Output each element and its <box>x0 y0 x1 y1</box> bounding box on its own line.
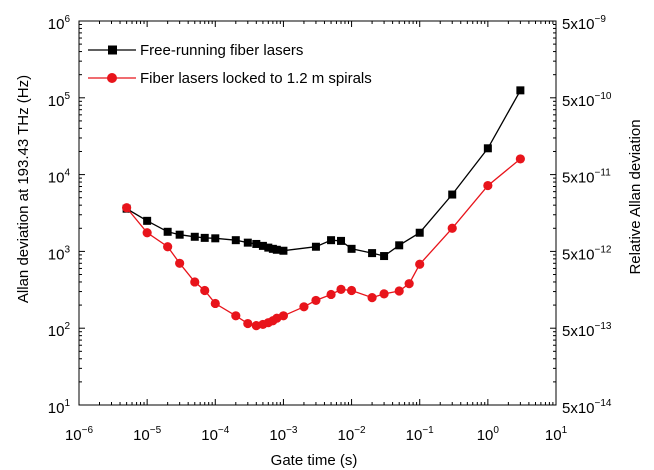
series-1-point <box>264 243 273 252</box>
series-2-point <box>447 223 457 233</box>
series-1-point <box>258 241 267 250</box>
series-2-point <box>190 277 200 287</box>
legend-label-2: Fiber lasers locked to 1.2 m spirals <box>140 70 372 87</box>
series-2-point <box>278 311 289 321</box>
series-1-point <box>347 244 356 253</box>
y-tick-label-right: 5x10−9 <box>562 14 606 33</box>
y-tick-label-left: 104 <box>48 168 71 187</box>
series-2-point <box>311 295 321 306</box>
series-1-point <box>483 144 492 153</box>
series-1-point <box>163 227 172 236</box>
x-tick-label: 10−6 <box>65 425 94 444</box>
series-1-point <box>272 245 281 254</box>
series-2-point <box>142 228 152 238</box>
series-1-point <box>231 236 240 245</box>
series-2-point <box>379 289 389 299</box>
series-1-point <box>200 233 209 242</box>
series-1-point <box>337 236 346 245</box>
series-2-point <box>122 203 132 213</box>
x-tick-label: 101 <box>545 425 568 444</box>
x-tick-label: 10−4 <box>201 425 230 444</box>
y-tick-label-right: 5x10−12 <box>562 244 612 263</box>
data-series <box>122 86 525 331</box>
series-1-point <box>311 242 320 251</box>
series-2-point <box>404 279 414 289</box>
y-tick-label-left: 106 <box>48 14 71 33</box>
series-2-line <box>126 158 521 327</box>
series-1-point <box>327 236 336 245</box>
left-y-axis-title: Allan deviation at 193.43 THz (Hz) <box>15 75 32 303</box>
series-2-point <box>483 180 493 191</box>
legend-marker-1 <box>108 45 117 55</box>
legend: Free-running fiber lasers Fiber lasers lo… <box>88 42 372 87</box>
x-axis-title: Gate time (s) <box>271 452 358 469</box>
series-1-point <box>516 86 525 95</box>
right-y-axis-title: Relative Allan deviation <box>627 119 644 274</box>
x-tick-label: 10−3 <box>269 425 298 444</box>
series-2-point <box>515 154 525 164</box>
series-2-point <box>175 258 185 268</box>
series-1-point <box>279 246 288 255</box>
y-tick-label-left: 102 <box>48 321 71 340</box>
legend-marker-2 <box>107 73 117 83</box>
series-2-point <box>336 284 346 295</box>
series-2-point <box>231 311 241 321</box>
series-2-point <box>326 289 336 300</box>
series-2-point <box>346 285 357 296</box>
series-2-point <box>210 298 220 309</box>
y-tick-label-left: 105 <box>48 91 71 110</box>
x-tick-label: 10−1 <box>406 425 435 444</box>
series-2-point <box>299 302 309 312</box>
series-2-point <box>394 286 404 296</box>
y-tick-label-right: 5x10−11 <box>562 168 611 187</box>
series-2-point <box>243 318 253 329</box>
series-1-point <box>190 232 199 241</box>
x-tick-label: 10−5 <box>133 425 162 444</box>
y-tick-label-left: 103 <box>48 244 71 263</box>
y-tick-label-right: 5x10−10 <box>562 91 612 110</box>
y-tick-label-right: 5x10−14 <box>562 398 612 417</box>
y-tick-label-left: 101 <box>48 398 71 417</box>
x-tick-label: 100 <box>477 425 500 444</box>
series-1-point <box>252 239 261 248</box>
series-1-point <box>243 238 252 247</box>
series-1-point <box>415 228 424 237</box>
tick-labels: 10−6 10−5 10−4 10−3 10−2 10−1 100 101 101 102 103 1… <box>48 14 612 444</box>
tick-marks <box>78 20 557 406</box>
series-1-point <box>368 249 377 258</box>
series-1-point <box>175 230 184 239</box>
legend-label-1: Free-running fiber lasers <box>140 42 303 59</box>
series-1-point <box>395 241 404 250</box>
series-2-point <box>415 259 425 269</box>
series-1-point <box>211 234 220 243</box>
x-tick-label: 10−2 <box>338 425 367 444</box>
series-1-point <box>380 252 389 261</box>
plot-frame <box>78 20 557 406</box>
series-1-point <box>448 190 457 199</box>
axes <box>78 20 557 406</box>
series-2-point <box>200 285 210 296</box>
series-2-point <box>163 242 173 252</box>
y-tick-label-right: 5x10−13 <box>562 321 612 340</box>
series-2-point <box>367 293 377 303</box>
series-1-point <box>143 216 152 225</box>
series-1-line <box>126 90 521 257</box>
